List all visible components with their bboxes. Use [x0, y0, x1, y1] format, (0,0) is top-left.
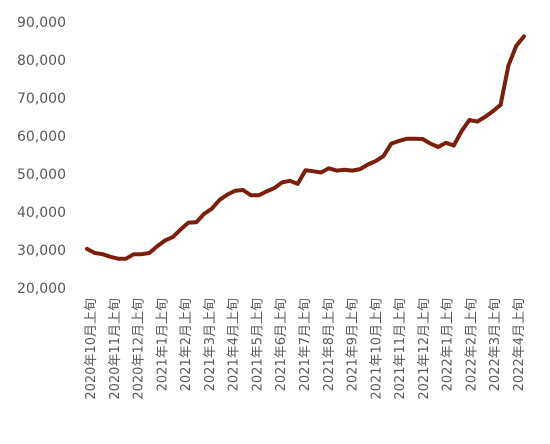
x-tick-label: 2021年4月上旬	[227, 298, 242, 391]
x-tick-label: 2021年12月上旬	[417, 298, 432, 400]
y-tick-label: 70,000	[17, 91, 66, 107]
y-tick-label: 80,000	[17, 53, 66, 69]
x-tick-label: 2022年2月上旬	[464, 298, 479, 391]
y-tick-label: 40,000	[17, 205, 66, 221]
x-tick-label: 2020年11月上旬	[108, 298, 123, 400]
x-tick-label: 2020年10月上旬	[84, 298, 99, 400]
x-tick-label: 2021年2月上旬	[179, 298, 194, 391]
x-axis: 2020年10月上旬 2020年11月上旬 2020年12月上旬 2021年1月上旬 2…	[84, 298, 527, 400]
x-tick-label: 2021年6月上旬	[274, 298, 289, 391]
series-layer	[85, 34, 526, 261]
y-tick-label: 90,000	[17, 15, 66, 31]
y-tick-label: 20,000	[17, 281, 66, 297]
x-tick-label: 2021年3月上旬	[203, 298, 218, 391]
y-tick-label: 50,000	[17, 167, 66, 183]
x-tick-label: 2020年12月上旬	[132, 298, 147, 400]
x-tick-label: 2021年1月上旬	[155, 298, 170, 391]
x-tick-label: 2021年10月上旬	[369, 298, 384, 400]
x-tick-label: 2021年8月上旬	[322, 298, 337, 391]
x-tick-label: 2021年7月上旬	[298, 298, 313, 391]
y-axis: 20,000 30,000 40,000 50,000 60,000 70,000 80,0…	[17, 15, 66, 297]
x-tick-label: 2022年4月上旬	[512, 298, 527, 391]
x-tick-label: 2021年11月上旬	[393, 298, 408, 400]
x-tick-label: 2021年5月上旬	[250, 298, 265, 391]
x-tick-label: 2022年3月上旬	[488, 298, 503, 391]
y-tick-label: 30,000	[17, 243, 66, 259]
x-tick-label: 2021年9月上旬	[346, 298, 361, 391]
y-tick-label: 60,000	[17, 129, 66, 145]
x-tick-label: 2022年1月上旬	[441, 298, 456, 391]
series-line	[85, 34, 526, 261]
